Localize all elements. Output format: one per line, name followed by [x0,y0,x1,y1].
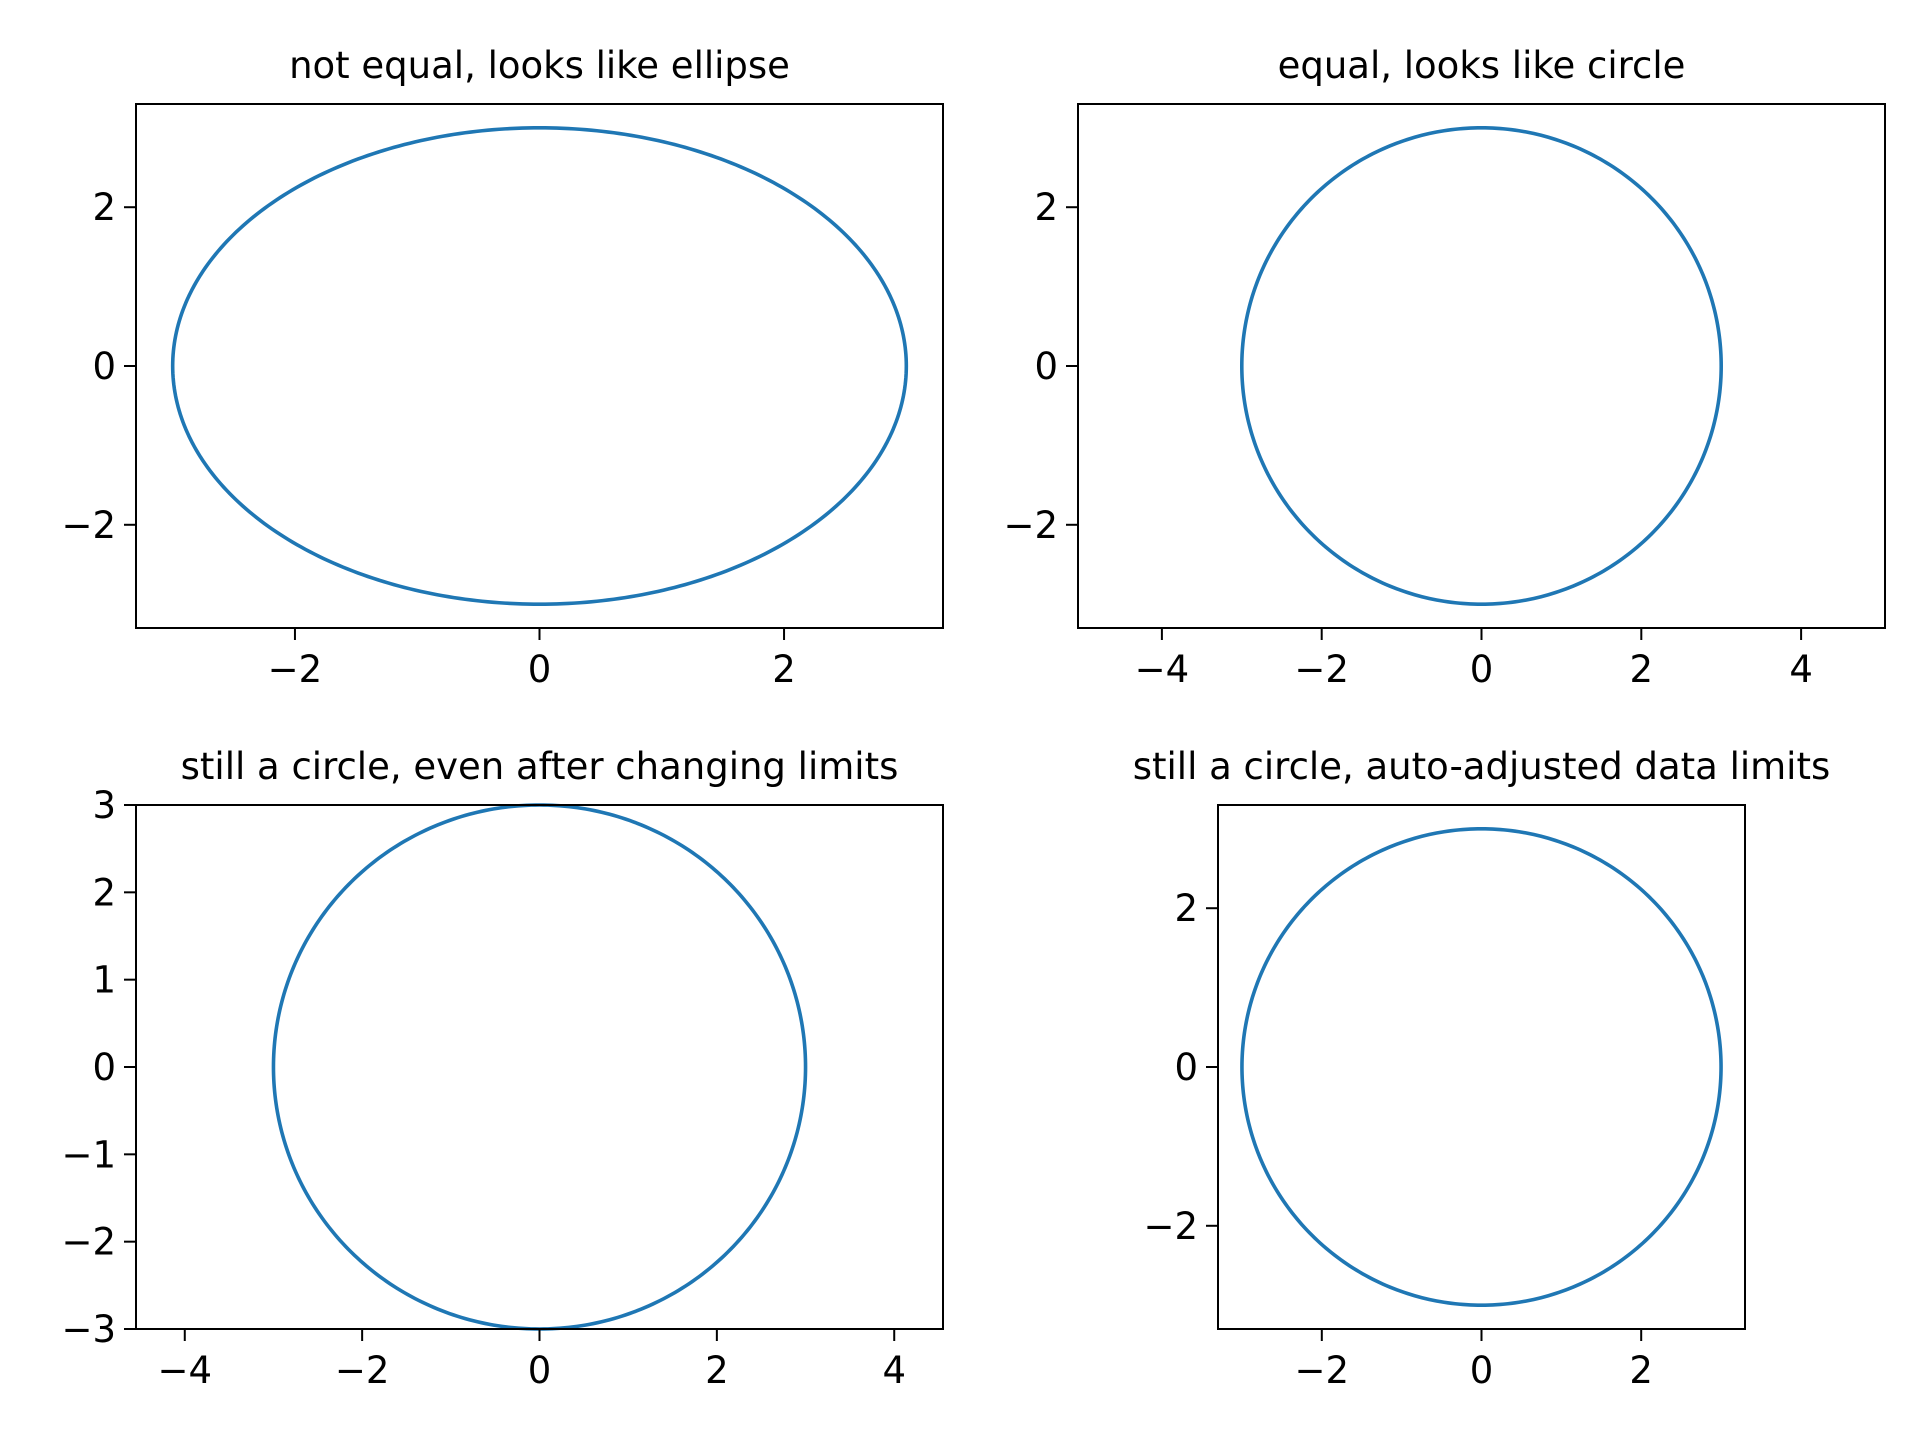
x-tick-label: 2 [1629,1349,1653,1392]
subplot-title: not equal, looks like ellipse [289,44,790,87]
y-tick-label: −2 [61,1221,116,1264]
x-tick-label: 0 [1470,1349,1494,1392]
subplot-4: still a circle, auto-adjusted data limit… [1133,745,1831,1392]
circle-series-line [170,126,909,606]
y-tick-label: 2 [92,186,116,229]
subplot-title: still a circle, auto-adjusted data limit… [1133,745,1831,788]
y-tick-label: 0 [1034,345,1058,388]
y-tick-label: 0 [92,345,116,388]
x-tick-label: 0 [1470,648,1494,691]
x-tick-label: 4 [1789,648,1813,691]
y-tick-label: −2 [1003,504,1058,547]
y-tick-label: −3 [61,1308,116,1351]
y-tick-label: −2 [61,504,116,547]
x-tick-label: 0 [528,1349,552,1392]
x-tick-label: 2 [1630,648,1654,691]
subplot-2: equal, looks like circle −4 −2 0 2 4 −2 0 2 [1003,44,1886,691]
x-tick-label: 4 [882,1349,906,1392]
x-tick-label: −2 [1294,648,1349,691]
y-tick-label: 0 [92,1046,116,1089]
y-tick-label: −2 [1143,1205,1198,1248]
y-tick-label: 2 [1034,186,1058,229]
x-tick-label: 2 [772,648,796,691]
x-tick-label: −4 [1135,648,1190,691]
x-tick-label: −2 [335,1349,390,1392]
y-tick-label: 1 [92,959,116,1002]
circle-series-line [271,803,808,1331]
subplot-3: still a circle, even after changing limi… [61,745,944,1392]
x-tick-label: −4 [158,1349,213,1392]
x-tick-label: 2 [705,1349,729,1392]
x-tick-label: −2 [268,648,323,691]
y-tick-label: 3 [92,784,116,827]
subplot-1: not equal, looks like ellipse −2 0 2 −2 0 2 [61,44,944,691]
subplot-title: equal, looks like circle [1278,44,1686,87]
subplot-title: still a circle, even after changing limi… [181,745,899,788]
y-tick-label: 2 [1174,887,1198,930]
y-tick-label: −1 [61,1133,116,1176]
x-tick-label: −2 [1295,1349,1350,1392]
circle-series-line [1240,126,1723,606]
y-tick-label: 2 [92,871,116,914]
y-tick-label: 0 [1174,1046,1198,1089]
circle-series-line [1240,827,1723,1307]
x-tick-label: 0 [528,648,552,691]
